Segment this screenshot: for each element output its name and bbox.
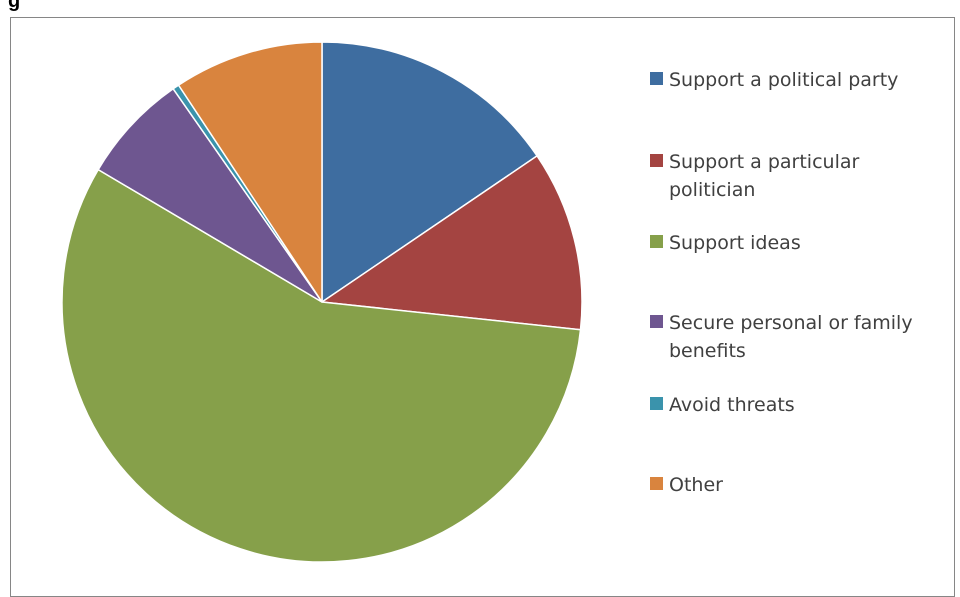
pie-slice-5 <box>177 41 323 303</box>
pie-chart <box>61 41 583 563</box>
pie-slice-3 <box>97 88 323 303</box>
pie-slice-0 <box>321 41 538 303</box>
pie-slice-2 <box>61 168 582 563</box>
figure-title-fragment: g <box>8 0 21 12</box>
pie-slice-1 <box>321 155 583 331</box>
